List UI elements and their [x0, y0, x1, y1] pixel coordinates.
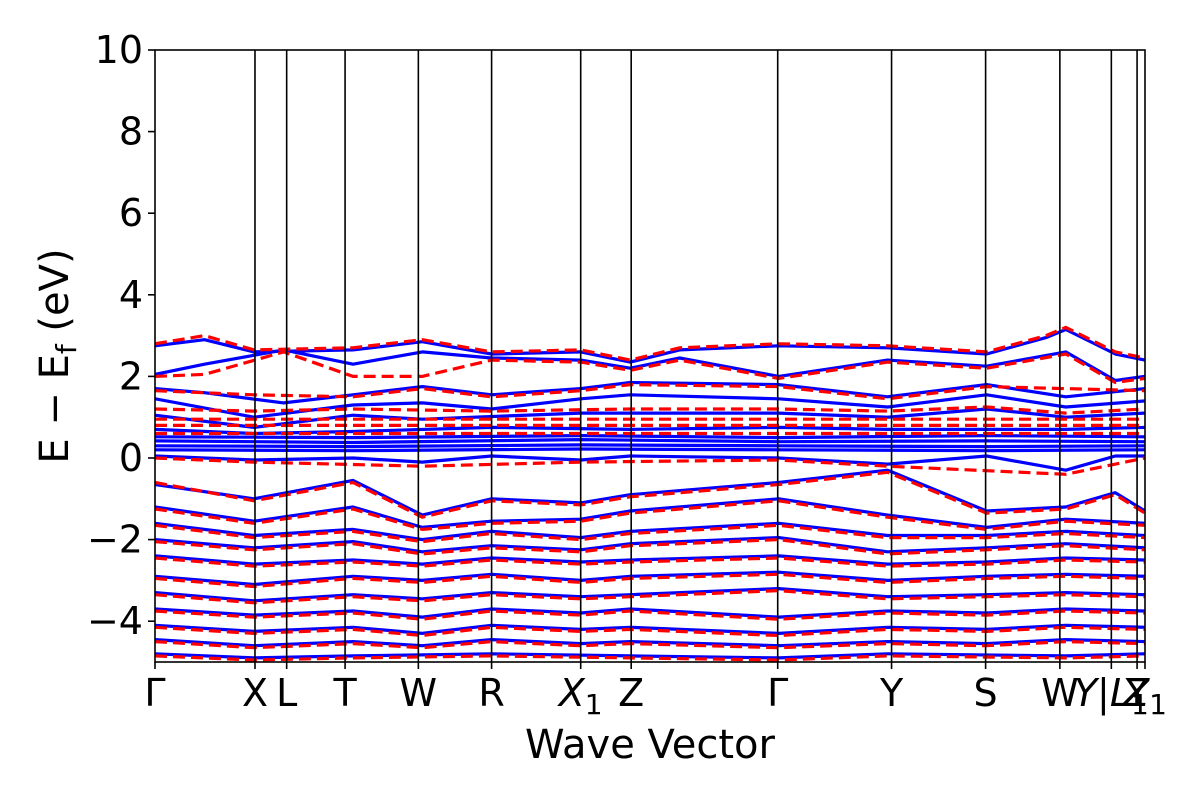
solid-band-4: [155, 407, 1145, 429]
solid-band-1: [155, 348, 1145, 383]
dashed-band-11: [155, 538, 1145, 556]
solid-band-6: [155, 434, 1145, 440]
x-tick-label-9: Y: [879, 671, 904, 715]
dashed-band-15: [155, 609, 1145, 621]
x-tick-label-7: Z: [618, 671, 644, 715]
y-tick-label-5: 6: [119, 191, 143, 235]
x-tick-label-4: W: [400, 671, 438, 715]
dashed-band-17: [155, 640, 1145, 650]
dashed-band-14: [155, 589, 1145, 605]
x-tick-label-5: R: [478, 671, 504, 715]
y-tick-label-7: 10: [95, 28, 143, 72]
solid-band-0: [155, 327, 1145, 364]
solid-band-14: [155, 536, 1145, 554]
solid-band-10: [155, 454, 1145, 472]
dashed-band-13: [155, 572, 1145, 589]
y-tick-label-1: −2: [87, 518, 143, 562]
high-symmetry-lines: [254, 50, 1138, 662]
solid-band-20: [155, 638, 1145, 648]
x-tick-label-1: X: [242, 671, 268, 715]
y-axis-label-unit: (eV): [32, 248, 78, 344]
x-tick-label-2: L: [276, 671, 297, 715]
band-lines: [155, 325, 1145, 662]
dashed-band-16: [155, 625, 1145, 638]
dashed-band-9: [155, 499, 1145, 531]
dashed-band-0: [155, 325, 1145, 362]
y-tick-label-2: 0: [119, 436, 143, 480]
y-axis: −4 −2 0 2 4 6 8 10: [87, 28, 155, 643]
y-tick-label-6: 8: [119, 110, 143, 154]
dashed-band-10: [155, 523, 1145, 544]
solid-band-18: [155, 607, 1145, 619]
x-tick-label-10: S: [974, 671, 998, 715]
dashed-band-2: [155, 383, 1145, 401]
solid-band-16: [155, 570, 1145, 587]
y-tick-label-4: 4: [119, 273, 143, 317]
x-tick-label-8: Γ: [767, 671, 788, 715]
solid-band-12: [155, 497, 1145, 529]
solid-band-15: [155, 554, 1145, 566]
x-tick-label-6: X1: [557, 671, 603, 721]
x-tick-label-13: Y: [1124, 671, 1149, 715]
y-axis-label-sub: f: [50, 343, 83, 354]
y-axis-label-main: E − E: [32, 354, 78, 464]
y-axis-label: E − Ef (eV): [32, 248, 83, 463]
plot-frame: [154, 49, 1146, 663]
solid-band-13: [155, 521, 1145, 542]
dashed-band-3: [155, 405, 1145, 415]
x-axis-label: Wave Vector: [525, 722, 776, 768]
solid-band-9: [155, 447, 1145, 453]
solid-band-3: [155, 393, 1145, 419]
dashed-band-7: [155, 456, 1145, 476]
x-tick-label-3: T: [332, 671, 357, 715]
solid-band-7: [155, 438, 1145, 445]
x-tick-label-14: Z1: [1122, 671, 1167, 721]
dashed-band-12: [155, 556, 1145, 568]
y-tick-label-0: −4: [87, 599, 143, 643]
solid-band-8: [155, 443, 1145, 449]
y-tick-label-3: 2: [119, 354, 143, 398]
x-tick-label-11: W: [1041, 671, 1079, 715]
solid-band-11: [155, 468, 1145, 517]
dashed-band-8: [155, 470, 1145, 519]
solid-band-19: [155, 623, 1145, 635]
solid-band-17: [155, 587, 1145, 603]
x-tick-label-12: Y|L1: [1074, 671, 1149, 721]
x-tick-label-0: Γ: [144, 671, 165, 715]
